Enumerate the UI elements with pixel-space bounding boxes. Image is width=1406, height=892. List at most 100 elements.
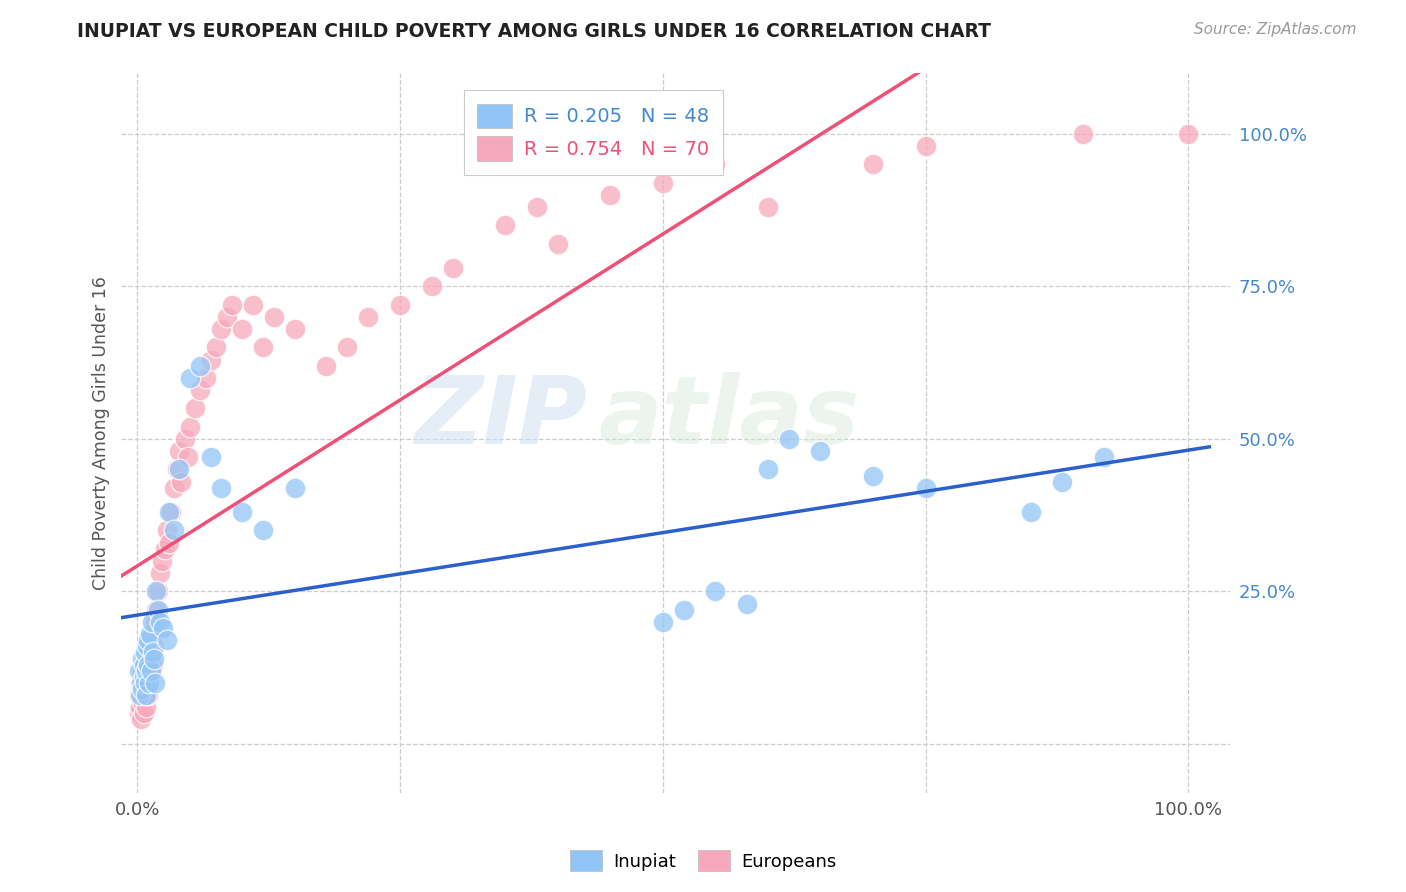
Point [145, 603, 167, 617]
Point [139, 645, 162, 659]
Point [131, 681, 153, 696]
Point [179, 419, 201, 434]
Point [142, 657, 165, 672]
Point [139, 627, 162, 641]
Point [132, 670, 155, 684]
Text: ZIP: ZIP [415, 373, 588, 465]
Point [231, 505, 253, 519]
Point [1071, 127, 1094, 141]
Point [136, 657, 159, 672]
Point [131, 664, 153, 678]
Point [1019, 505, 1042, 519]
Point [231, 322, 253, 336]
Point [188, 359, 211, 373]
Text: INUPIAT VS EUROPEAN CHILD POVERTY AMONG GIRLS UNDER 16 CORRELATION CHART: INUPIAT VS EUROPEAN CHILD POVERTY AMONG … [77, 22, 991, 41]
Point [1050, 475, 1073, 489]
Point [152, 621, 174, 635]
Point [494, 219, 516, 233]
Point [252, 341, 274, 355]
Point [284, 322, 307, 336]
Point [131, 694, 153, 708]
Point [148, 584, 170, 599]
Y-axis label: Child Poverty Among Girls Under 16: Child Poverty Among Girls Under 16 [93, 276, 110, 590]
Point [173, 432, 195, 446]
Point [135, 681, 157, 696]
Point [156, 524, 179, 538]
Point [135, 688, 157, 702]
Point [756, 462, 779, 476]
Point [143, 651, 166, 665]
Point [132, 676, 155, 690]
Point [131, 651, 153, 665]
Point [808, 444, 831, 458]
Point [139, 664, 162, 678]
Point [704, 157, 727, 171]
Point [209, 322, 232, 336]
Point [778, 432, 800, 446]
Point [138, 676, 160, 690]
Point [148, 603, 170, 617]
Point [315, 359, 337, 373]
Point [651, 615, 673, 629]
Point [145, 584, 167, 599]
Point [128, 688, 150, 702]
Point [136, 664, 159, 678]
Point [862, 468, 884, 483]
Point [215, 310, 238, 324]
Point [153, 541, 176, 556]
Point [131, 676, 153, 690]
Point [129, 688, 152, 702]
Point [136, 633, 159, 648]
Point [138, 676, 160, 690]
Point [176, 450, 198, 465]
Point [194, 371, 217, 385]
Point [441, 261, 464, 276]
Point [209, 481, 232, 495]
Point [135, 700, 157, 714]
Point [134, 676, 156, 690]
Point [143, 676, 166, 690]
Point [128, 706, 150, 721]
Point [129, 676, 152, 690]
Point [170, 475, 193, 489]
Point [336, 341, 359, 355]
Point [179, 371, 201, 385]
Point [131, 681, 153, 696]
Point [143, 640, 166, 654]
Point [221, 298, 243, 312]
Point [134, 688, 156, 702]
Point [167, 444, 190, 458]
Point [599, 188, 621, 202]
Point [735, 597, 758, 611]
Point [134, 657, 156, 672]
Point [163, 524, 186, 538]
Point [139, 664, 162, 678]
Point [547, 236, 569, 251]
Point [128, 664, 150, 678]
Point [149, 566, 172, 581]
Point [149, 615, 172, 629]
Point [388, 298, 411, 312]
Text: Source: ZipAtlas.com: Source: ZipAtlas.com [1194, 22, 1357, 37]
Point [160, 505, 183, 519]
Legend: R = 0.205   N = 48, R = 0.754   N = 70: R = 0.205 N = 48, R = 0.754 N = 70 [464, 90, 723, 175]
Point [166, 462, 188, 476]
Point [135, 670, 157, 684]
Point [420, 279, 443, 293]
Point [136, 688, 159, 702]
Point [188, 383, 211, 397]
Point [200, 352, 222, 367]
Point [862, 157, 884, 171]
Point [1177, 127, 1199, 141]
Point [157, 505, 180, 519]
Point [135, 664, 157, 678]
Point [651, 176, 673, 190]
Point [143, 615, 166, 629]
Point [1092, 450, 1115, 465]
Point [135, 640, 157, 654]
Point [263, 310, 285, 324]
Point [141, 627, 163, 641]
Point [914, 481, 936, 495]
Point [672, 603, 695, 617]
Point [167, 462, 190, 476]
